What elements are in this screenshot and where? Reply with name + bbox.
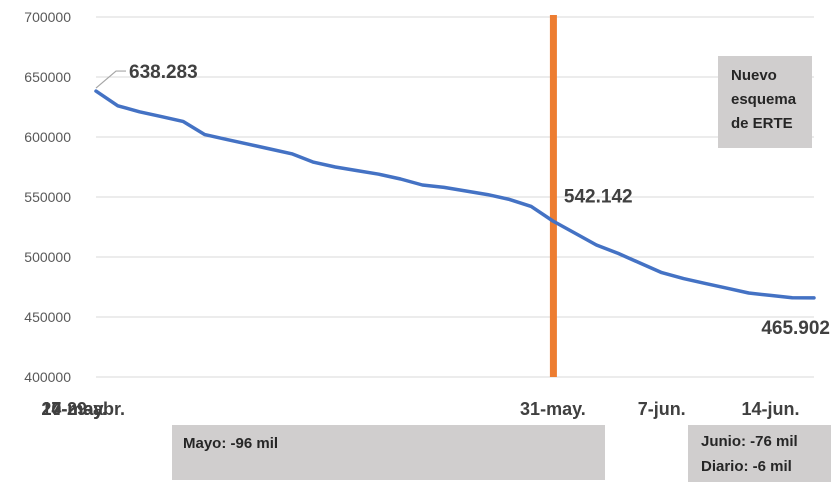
data-point	[487, 194, 489, 196]
data-label: 465.902	[761, 318, 830, 339]
nuevo-esquema-line-3: de ERTE	[731, 115, 793, 132]
x-tick-label: 31-may.	[520, 399, 586, 419]
x-tick-label: 10-may.	[41, 399, 107, 419]
data-point	[356, 170, 358, 172]
marker-line-group	[549, 15, 557, 377]
x-tick-label: 14-jun.	[741, 399, 799, 419]
data-point	[421, 184, 423, 186]
data-point	[334, 166, 336, 168]
data-point	[313, 161, 315, 163]
data-label: 542.142	[564, 186, 633, 207]
data-point	[769, 294, 771, 296]
nuevo-esquema-marker-line	[549, 15, 557, 377]
data-point	[574, 232, 576, 234]
data-point	[204, 134, 206, 136]
data-point	[813, 297, 815, 299]
y-tick-label: 600000	[24, 129, 71, 145]
data-point	[400, 178, 402, 180]
data-label: 638.283	[129, 62, 198, 83]
data-point	[465, 190, 467, 192]
x-tick-label: 29-abr.	[67, 399, 125, 419]
series-group	[94, 89, 816, 300]
x-axis-tick-labels: 29-abr.10-may.17-may.24-may. 31-may. 7-jun…	[41, 399, 799, 419]
junio-summary-box	[688, 425, 831, 482]
x-tick-label: 17-may.	[41, 399, 107, 419]
data-point	[617, 252, 619, 254]
nuevo-esquema-line-2: esquema	[731, 91, 797, 108]
data-point	[95, 90, 97, 92]
nuevo-esquema-line-1: Nuevo	[731, 67, 777, 84]
mayo-summary-text: Mayo: -96 mil	[183, 435, 278, 452]
y-tick-label: 400000	[24, 369, 71, 385]
data-point	[508, 198, 510, 200]
data-labels-group: 638.283 542.142 465.902	[95, 62, 830, 339]
data-point	[182, 120, 184, 122]
junio-summary-text: Junio: -76 mil	[701, 433, 798, 450]
data-point	[661, 272, 663, 274]
y-tick-label: 650000	[24, 69, 71, 85]
data-point	[117, 105, 119, 107]
data-point	[552, 220, 554, 222]
mayo-summary-box	[172, 425, 605, 480]
data-point	[595, 244, 597, 246]
diario-summary-text: Diario: -6 mil	[701, 458, 792, 475]
data-point	[247, 143, 249, 145]
data-point	[748, 292, 750, 294]
y-tick-label: 500000	[24, 249, 71, 265]
y-axis-tick-labels: 400000 450000 500000 550000 600000 650000 7000…	[24, 9, 71, 385]
series-line	[94, 89, 816, 300]
data-point	[291, 153, 293, 155]
y-tick-label: 550000	[24, 189, 71, 205]
data-point	[530, 205, 532, 207]
data-label-leader	[95, 70, 126, 89]
data-point	[269, 148, 271, 150]
x-tick-label: 7-jun.	[638, 399, 686, 419]
data-point	[443, 186, 445, 188]
data-point	[226, 138, 228, 140]
data-point	[639, 262, 641, 264]
data-point	[139, 111, 141, 113]
data-point	[160, 116, 162, 118]
data-point	[791, 297, 793, 299]
data-point	[704, 282, 706, 284]
data-point	[682, 278, 684, 280]
gridlines	[96, 16, 814, 378]
y-tick-label: 700000	[24, 9, 71, 25]
x-tick-label: 24-may.	[41, 399, 107, 419]
y-tick-label: 450000	[24, 309, 71, 325]
data-point	[726, 287, 728, 289]
nuevo-esquema-box	[718, 56, 812, 148]
data-point	[378, 173, 380, 175]
